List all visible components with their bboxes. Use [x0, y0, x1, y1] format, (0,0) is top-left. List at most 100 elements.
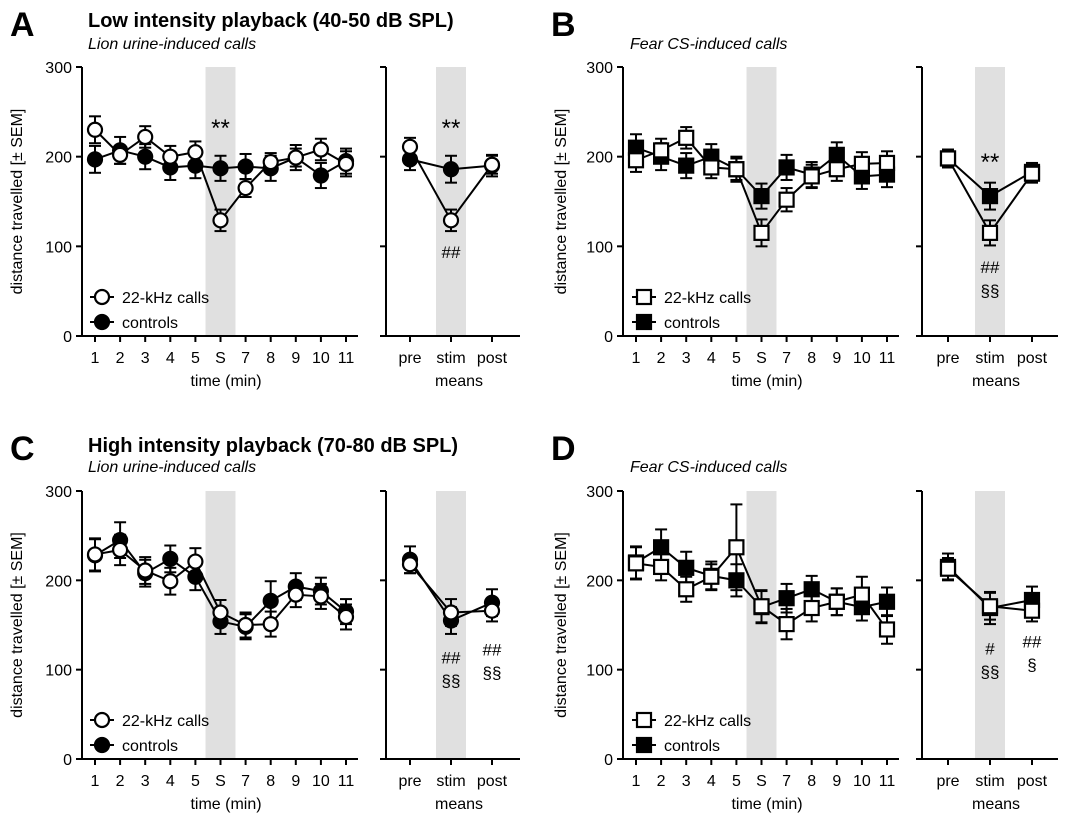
- panel-b-time-series-calls-point: [778, 191, 795, 208]
- panel-c-means-x-tick-label: pre: [398, 773, 421, 790]
- panel-c-time-x-tick-label: 11: [338, 773, 355, 790]
- panel-d-legend-marker: [635, 736, 653, 754]
- panel-b-time-series-calls-point: [878, 154, 896, 172]
- panel-d-time-series-calls-point: [853, 586, 871, 603]
- panel-c-means-annotation: §§: [442, 672, 461, 691]
- panel-a-time-x-tick-label: 8: [266, 350, 275, 367]
- panel-b-legend-label: 22-kHz calls: [664, 290, 751, 307]
- panel-b-time-x-tick-label: S: [756, 350, 767, 367]
- panel-d-means-annotation: #: [985, 639, 995, 658]
- panel-d-time-series-calls-point: [878, 621, 896, 638]
- panel-b-time-series-calls-point: [728, 161, 745, 178]
- panel-b-time-series-controls-point: [753, 188, 770, 205]
- panel-a-time-y-tick-label: 200: [45, 150, 72, 167]
- panel-b-means-annotation: ##: [981, 258, 1000, 277]
- panel-c-time-series-calls-point: [312, 588, 329, 605]
- panel-c-means-series-calls: [401, 554, 501, 627]
- panel-a-time-x-tick-label: 5: [191, 350, 200, 367]
- panel-c-legend-marker: [93, 711, 111, 729]
- panel-a-means-series-calls-point: [401, 138, 419, 155]
- panel-a-time-series-controls-point: [86, 151, 104, 168]
- panel-b-means-annotation: §§: [981, 281, 1000, 300]
- panel-c-time-x-tick-label: 9: [291, 773, 300, 790]
- panel-d-time-x-tick-label: 5: [732, 773, 741, 790]
- panel-b-time-series-calls-point: [753, 224, 770, 241]
- panel-d-time-series-calls-point: [678, 581, 695, 598]
- panel-c-means-x-axis-label: means: [435, 796, 483, 813]
- panel-c-time-series-calls-point: [111, 541, 129, 559]
- panel-b-time-y-tick-label: 0: [604, 329, 613, 346]
- panel-d-means-series-calls: [939, 557, 1041, 623]
- panel-c-time-x-tick-label: S: [215, 773, 226, 790]
- panel-d-means-annotation: §§: [981, 663, 1000, 682]
- panel-c-time-x-tick-label: 3: [141, 773, 150, 790]
- panel-a-time-plot: 0 100 200 300 1 2 3 4 5 S 7 8 9 10 11 time (min) **: [45, 60, 358, 390]
- panel-d-time-x-tick-label: 10: [853, 773, 871, 790]
- panel-a-time-x-tick-label: 9: [291, 350, 300, 367]
- panel-a-time-x-tick-label: S: [215, 350, 226, 367]
- panel-a-means-series-calls-point: [483, 156, 501, 173]
- panel-a-time-series-calls-point: [337, 155, 355, 172]
- panel-a-means-series-controls-point: [442, 161, 460, 178]
- panel-c-time-series-calls-point: [237, 616, 254, 634]
- panel-c-time-series-controls-point: [262, 592, 279, 609]
- panel-b-time-x-tick-label: 2: [657, 350, 666, 367]
- panel-d-time-series-calls: [627, 503, 896, 645]
- panel-c-time-x-tick-label: 7: [241, 773, 250, 790]
- panel-a-time-series-controls-point: [137, 148, 154, 165]
- panel-a-means-series-calls: [401, 136, 501, 233]
- panel-a-time-x-tick-label: 11: [338, 350, 355, 367]
- panel-b-legend-marker: [635, 288, 653, 306]
- panel-c-time-x-tick-label: 4: [166, 773, 175, 790]
- panel-a-time-y-tick-label: 0: [63, 329, 72, 346]
- panel-a-time-x-tick-label: 10: [312, 350, 330, 367]
- panel-b-time-series-calls-point: [627, 152, 645, 169]
- panel-a-time-x-tick-label: 3: [141, 350, 150, 367]
- panel-a-time-series-controls-point: [237, 158, 254, 175]
- panel-a-time-annotation: **: [211, 115, 230, 142]
- panel-d-time-x-axis-label: time (min): [731, 796, 802, 813]
- panel-b-time-series-calls-point: [703, 159, 720, 176]
- panel-c-time-series-calls-point: [162, 573, 179, 590]
- panel-c-time-series-calls-point: [262, 616, 279, 633]
- panel-d-means-series-calls-point: [1023, 602, 1041, 619]
- panel-d-legend-marker: [635, 711, 653, 729]
- panel-a-time-stim-band: [205, 67, 236, 336]
- panel-b-means-series-calls-point: [1023, 165, 1041, 182]
- panel-c-means-x-tick-label: stim: [436, 773, 465, 790]
- panel-c-means-plot: pre stim post means ## §§ ## §§: [380, 490, 520, 813]
- panel-c-time-series-calls-point: [337, 608, 355, 626]
- panel-d-time-series-controls-point: [778, 590, 795, 607]
- panel-a-time-series-calls-point: [111, 146, 129, 163]
- panel-b-means-series-calls: [939, 148, 1041, 247]
- panel-d-time-y-tick-label: 200: [586, 573, 613, 590]
- panel-d-means-annotation: ##: [1023, 632, 1042, 651]
- panel-a-time-x-tick-label: 1: [91, 350, 100, 367]
- panel-a-legend-item: controls: [90, 313, 178, 332]
- panel-c-time-series-calls-point: [137, 562, 154, 579]
- panel-a-time-series-controls-point: [312, 167, 329, 184]
- panel-b-time-x-tick-label: 1: [632, 350, 641, 367]
- panel-b-time-x-tick-label: 10: [853, 350, 871, 367]
- panel-a-legend-label: 22-kHz calls: [122, 290, 209, 307]
- panel-c-time-series-calls: [86, 533, 355, 639]
- panel-c-legend-item: 22-kHz calls: [90, 711, 209, 730]
- panel-c-means-series-calls-point: [401, 556, 419, 573]
- panel-d-time-x-tick-label: S: [756, 773, 767, 790]
- panel-c-legend-item: controls: [90, 736, 178, 755]
- panel-c-time-y-tick-label: 200: [45, 573, 72, 590]
- panel-d-means-series-calls-point: [981, 598, 999, 615]
- panel-a-legend-label: controls: [122, 315, 178, 332]
- panel-b-time-x-tick-label: 9: [832, 350, 841, 367]
- panel-a-time-series-controls-point: [212, 160, 229, 177]
- panel-c-time-plot: 0 100 200 300 1 2 3 4 5 S 7 8 9 10 11 time (min): [45, 484, 358, 813]
- panel-a-means-annotation: ##: [442, 243, 461, 262]
- panel-c-means-series-calls-point: [483, 602, 501, 619]
- panel-d-time-x-tick-label: 4: [707, 773, 716, 790]
- panel-b-legend-marker: [635, 313, 653, 331]
- panel-b-time-x-tick-label: 7: [782, 350, 791, 367]
- panel-d-time-series-calls-point: [627, 555, 645, 572]
- panel-a-title: Low intensity playback (40-50 dB SPL): [88, 10, 454, 32]
- panel-c-time-series-calls-point: [187, 553, 204, 570]
